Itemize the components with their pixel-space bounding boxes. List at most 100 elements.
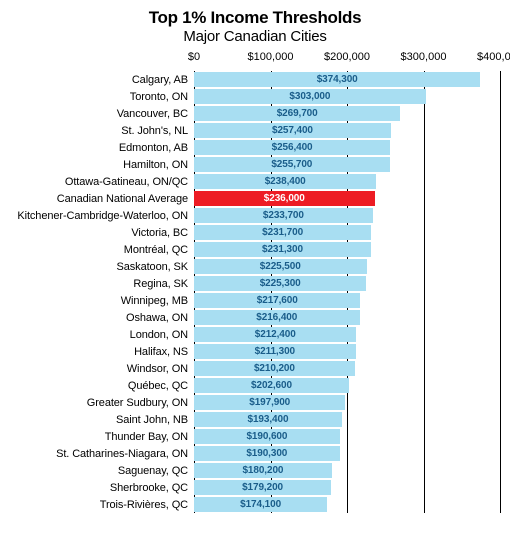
bar-label: Oshawa, ON	[10, 312, 194, 324]
bar-row: Halifax, NS $211,300	[10, 343, 500, 360]
bar-label: Calgary, AB	[10, 74, 194, 86]
bar-value: $190,600	[246, 431, 287, 442]
bar-value: $217,600	[257, 295, 298, 306]
bar-value: $225,500	[260, 261, 301, 272]
bar-label: Québec, QC	[10, 380, 194, 392]
bar-value: $179,200	[242, 482, 283, 493]
bar-label: Winnipeg, MB	[10, 295, 194, 307]
bar-row: London, ON$212,400	[10, 326, 500, 343]
chart-plot: $0$100,000$200,000$300,000$400,000 Calga…	[10, 51, 500, 513]
bar-value: $374,300	[317, 74, 358, 85]
bar-label: Sherbrooke, QC	[10, 482, 194, 494]
bar-label: London, ON	[10, 329, 194, 341]
bar-cell: $225,500	[194, 258, 500, 275]
bar-cell: $193,400	[194, 411, 500, 428]
bar-label: Edmonton, AB	[10, 142, 194, 154]
x-tick-label: $400,000	[477, 51, 510, 63]
bar: $374,300	[194, 72, 480, 87]
bar-row: Oshawa, ON $216,400	[10, 309, 500, 326]
bar-row: Greater Sudbury, ON $197,900	[10, 394, 500, 411]
bar-value: $256,400	[272, 142, 313, 153]
bar-cell: $231,300	[194, 241, 500, 258]
bar-cell: $174,100	[194, 496, 500, 513]
bar-value: $231,300	[262, 244, 303, 255]
x-tick-label: $200,000	[324, 51, 370, 63]
bar-row: Saint John, NB $193,400	[10, 411, 500, 428]
bar-cell: $217,600	[194, 292, 500, 309]
bar-row: Sherbrooke, QC $179,200	[10, 479, 500, 496]
bar: $217,600	[194, 293, 360, 308]
bar-cell: $202,600	[194, 377, 500, 394]
bar-value: $190,300	[246, 448, 287, 459]
bar-row: Thunder Bay, ON$190,600	[10, 428, 500, 445]
bar-label: Greater Sudbury, ON	[10, 397, 194, 409]
bar-label: St. John's, NL	[10, 125, 194, 137]
bar: $197,900	[194, 395, 345, 410]
bar-cell: $190,300	[194, 445, 500, 462]
bar-cell: $197,900	[194, 394, 500, 411]
bar-cell: $210,200	[194, 360, 500, 377]
bar-value: $216,400	[256, 312, 297, 323]
bar-label: Montréal, QC	[10, 244, 194, 256]
bar-cell: $238,400	[194, 173, 500, 190]
bar: $193,400	[194, 412, 342, 427]
bar: $216,400	[194, 310, 360, 325]
bar-cell: $180,200	[194, 462, 500, 479]
bar-value: $197,900	[249, 397, 290, 408]
x-axis: $0$100,000$200,000$300,000$400,000	[194, 51, 500, 71]
bar: $303,000	[194, 89, 426, 104]
bar-row: Hamilton, ON$255,700	[10, 156, 500, 173]
bar-value: $193,400	[248, 414, 289, 425]
bar-cell: $212,400	[194, 326, 500, 343]
bar-value: $269,700	[277, 108, 318, 119]
bar-label: Trois-Rivières, QC	[10, 499, 194, 511]
bar-label: Hamilton, ON	[10, 159, 194, 171]
bar-label: Windsor, ON	[10, 363, 194, 375]
bar-label: Toronto, ON	[10, 91, 194, 103]
bar: $231,300	[194, 242, 371, 257]
bar-row: Vancouver, BC $269,700	[10, 105, 500, 122]
bar-label: Canadian National Average	[10, 193, 194, 205]
chart-subtitle: Major Canadian Cities	[10, 28, 500, 45]
bar-value: $231,700	[262, 227, 303, 238]
bar-value: $236,000	[264, 193, 305, 204]
bar: $190,600	[194, 429, 340, 444]
bar: $174,100	[194, 497, 327, 512]
x-tick-label: $0	[188, 51, 200, 63]
bar-highlight: $236,000	[194, 191, 375, 206]
gridline	[500, 71, 501, 513]
bar-cell: $256,400	[194, 139, 500, 156]
bar-row: Kitchener-Cambridge-Waterloo, ON$233,700	[10, 207, 500, 224]
bar: $212,400	[194, 327, 356, 342]
x-tick-label: $100,000	[248, 51, 294, 63]
bar-label: Saskatoon, SK	[10, 261, 194, 273]
bar: $257,400	[194, 123, 391, 138]
bar-cell: $303,000	[194, 88, 500, 105]
bar-value: $257,400	[272, 125, 313, 136]
bar-label: Vancouver, BC	[10, 108, 194, 120]
bar: $269,700	[194, 106, 400, 121]
bar-label: Halifax, NS	[10, 346, 194, 358]
bar: $225,300	[194, 276, 366, 291]
bar-value: $180,200	[242, 465, 283, 476]
bar: $180,200	[194, 463, 332, 478]
bar: $231,700	[194, 225, 371, 240]
bar-cell: $255,700	[194, 156, 500, 173]
bar-cell: $179,200	[194, 479, 500, 496]
bar-cell: $231,700	[194, 224, 500, 241]
bar-cell: $233,700	[194, 207, 500, 224]
bar: $190,300	[194, 446, 340, 461]
bar-row: Saskatoon, SK $225,500	[10, 258, 500, 275]
bar: $256,400	[194, 140, 390, 155]
bar-row: Regina, SK$225,300	[10, 275, 500, 292]
bar-value: $225,300	[260, 278, 301, 289]
bar-label: Saint John, NB	[10, 414, 194, 426]
bar: $179,200	[194, 480, 331, 495]
chart-title: Top 1% Income Thresholds	[10, 8, 500, 28]
bar-value: $238,400	[265, 176, 306, 187]
bar-row: Ottawa-Gatineau, ON/QC$238,400	[10, 173, 500, 190]
bar-row: Montréal, QC $231,300	[10, 241, 500, 258]
bar-value: $211,300	[255, 346, 295, 357]
bar-cell: $236,000	[194, 190, 500, 207]
bar-row: Victoria, BC$231,700	[10, 224, 500, 241]
